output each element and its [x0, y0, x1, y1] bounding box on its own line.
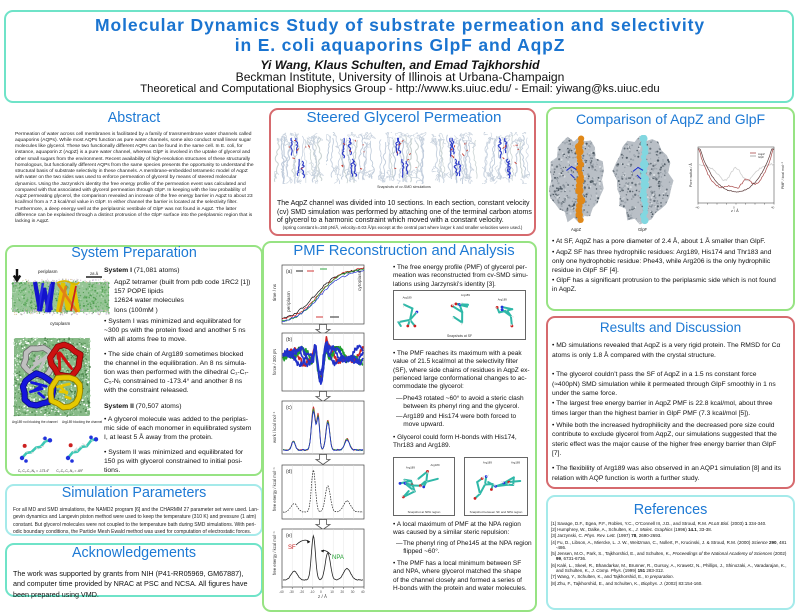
svg-text:Arg189: Arg189 [406, 465, 415, 469]
svg-text:Arg189: Arg189 [431, 463, 440, 467]
svg-text:z / Å: z / Å [731, 208, 739, 213]
svg-text:(d): (d) [286, 469, 292, 475]
svg-text:Arg189: Arg189 [461, 293, 470, 297]
svg-text:z / Å: z / Å [318, 593, 327, 599]
svg-text:periplasm: periplasm [286, 291, 292, 312]
svg-text:free energy / kcal mol⁻¹: free energy / kcal mol⁻¹ [272, 531, 277, 575]
svg-text:Arg189: Arg189 [511, 461, 520, 465]
svg-text:28 Å: 28 Å [90, 271, 99, 276]
svg-text:-30: -30 [289, 590, 294, 594]
svg-text:time / ns: time / ns [272, 283, 277, 301]
svg-text:40: 40 [361, 590, 365, 594]
svg-text:(a): (a) [286, 269, 292, 275]
svg-text:PMF / kcal mol⁻¹: PMF / kcal mol⁻¹ [781, 161, 785, 189]
svg-text:Arg189: Arg189 [498, 298, 507, 302]
svg-text:Arg189: Arg189 [403, 296, 412, 300]
svg-text:-20: -20 [300, 590, 305, 594]
svg-text:GlpF: GlpF [758, 155, 764, 159]
svg-text:0: 0 [320, 590, 322, 594]
svg-text:-40: -40 [695, 205, 700, 209]
svg-text:AqpZ: AqpZ [758, 152, 765, 156]
svg-text:work / kcal mol⁻¹: work / kcal mol⁻¹ [272, 411, 277, 443]
svg-text:(e): (e) [286, 533, 292, 539]
svg-text:30: 30 [351, 590, 355, 594]
svg-text:cytoplasm: cytoplasm [357, 269, 363, 291]
svg-text:0: 0 [733, 205, 735, 209]
svg-text:-40: -40 [279, 590, 284, 594]
svg-text:40: 40 [771, 205, 775, 209]
svg-text:-10: -10 [310, 590, 315, 594]
svg-text:periplasm: periplasm [38, 269, 58, 274]
svg-text:NPA: NPA [332, 555, 344, 561]
svg-text:SF: SF [288, 545, 296, 551]
svg-text:cytoplasm: cytoplasm [50, 321, 71, 326]
svg-text:Pore radius / Å: Pore radius / Å [688, 163, 693, 187]
svg-text:(b): (b) [286, 337, 292, 343]
svg-text:free energy / kcal mol⁻¹: free energy / kcal mol⁻¹ [272, 467, 277, 511]
svg-text:10: 10 [330, 590, 334, 594]
svg-text:(c): (c) [286, 405, 292, 411]
svg-text:20: 20 [341, 590, 345, 594]
svg-text:force / 300 pN: force / 300 pN [272, 349, 277, 375]
svg-text:Arg189: Arg189 [483, 461, 492, 465]
